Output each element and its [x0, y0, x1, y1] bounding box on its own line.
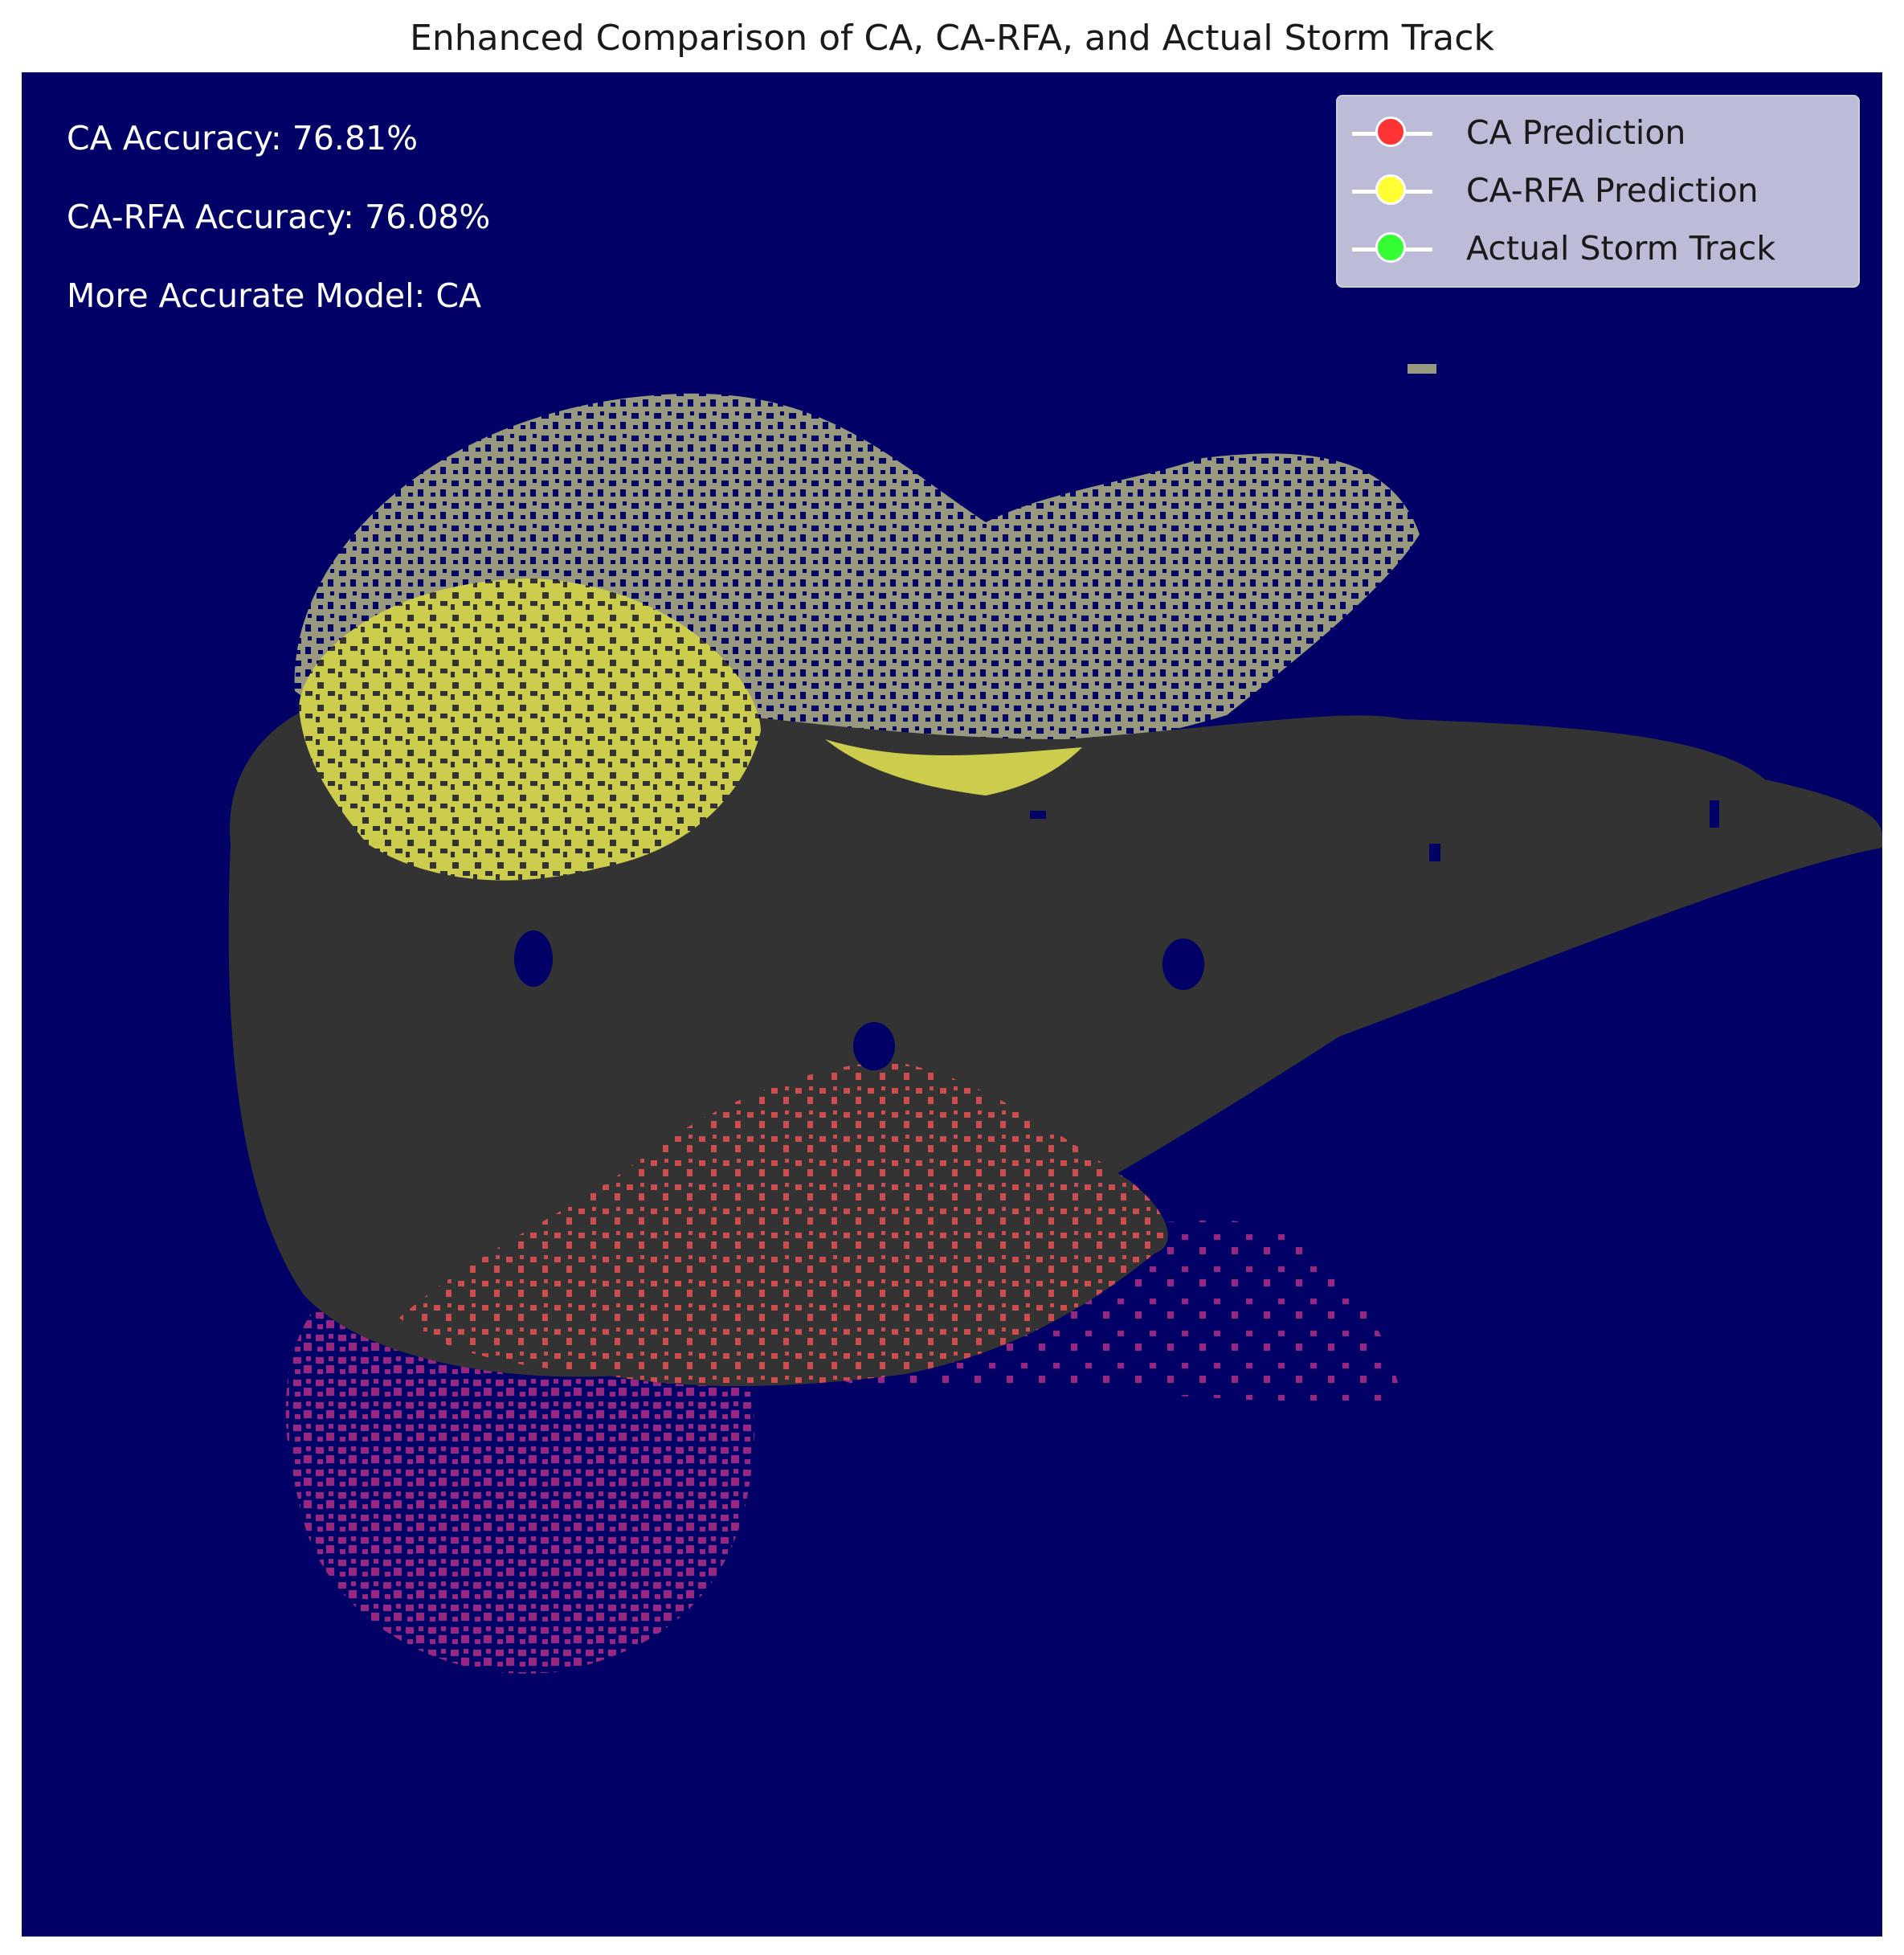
legend: CA Prediction CA-RFA Prediction Actual S… [1336, 95, 1860, 288]
track-hole [1030, 811, 1046, 819]
legend-label-actual: Actual Storm Track [1466, 229, 1776, 268]
ca-rfa-overlap-strip [825, 739, 1082, 795]
track-hole [1429, 844, 1440, 861]
track-hole [1162, 939, 1204, 990]
legend-label-ca-rfa: CA-RFA Prediction [1466, 171, 1759, 210]
legend-marker-ca-rfa [1375, 174, 1406, 205]
more-accurate-model-annotation: More Accurate Model: CA [67, 276, 482, 315]
chart-title: Enhanced Comparison of CA, CA-RFA, and A… [410, 18, 1494, 59]
legend-entry-actual: Actual Storm Track [1338, 225, 1858, 273]
ca-rfa-overlap [299, 579, 761, 881]
ca-rfa-accuracy-annotation: CA-RFA Accuracy: 76.08% [67, 198, 491, 236]
track-hole [1710, 800, 1719, 828]
heatmap-svg [228, 364, 1882, 1674]
legend-marker-ca [1375, 117, 1406, 147]
track-hole [514, 930, 553, 987]
ca-rfa-island [1408, 364, 1436, 374]
legend-marker-actual [1375, 232, 1406, 263]
ca-overlap [399, 1061, 1168, 1386]
legend-entry-ca-rfa: CA-RFA Prediction [1338, 167, 1858, 215]
ca-accuracy-annotation: CA Accuracy: 76.81% [67, 119, 419, 157]
plot-area: CA Accuracy: 76.81% CA-RFA Accuracy: 76.… [22, 72, 1882, 1937]
legend-entry-ca: CA Prediction [1338, 109, 1858, 157]
track-hole [853, 1022, 895, 1070]
legend-label-ca: CA Prediction [1466, 113, 1686, 152]
